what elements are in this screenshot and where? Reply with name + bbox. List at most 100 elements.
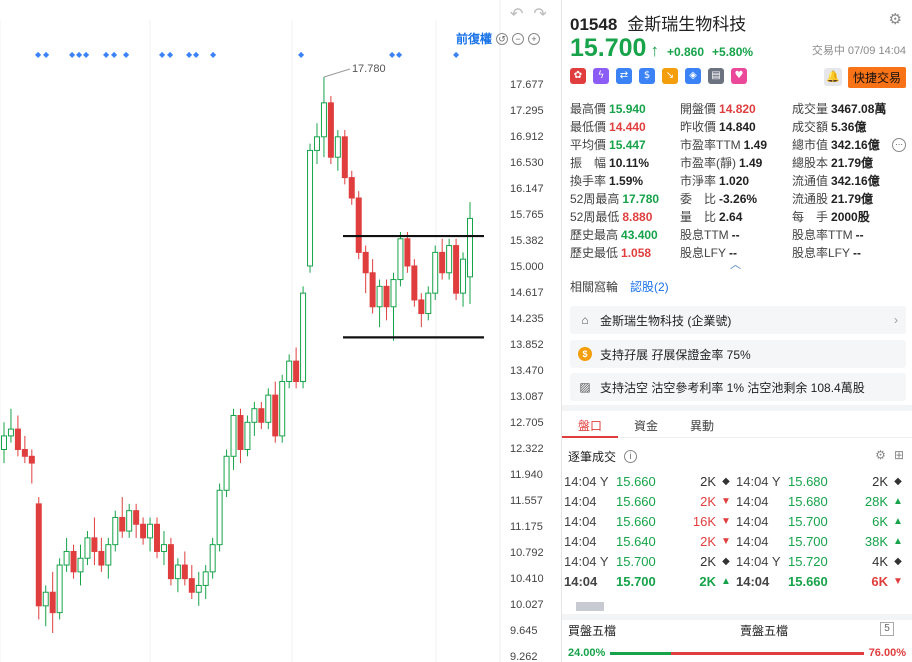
stat-value: -- — [853, 246, 862, 260]
candle-body — [119, 516, 126, 532]
more-icon[interactable]: ⋯ — [892, 138, 906, 152]
dollar-icon[interactable]: $ — [639, 68, 655, 84]
stat-cell: 總股本 21.79億 — [792, 154, 910, 172]
event-marker-icon: ◆ — [43, 50, 50, 59]
stat-cell: 開盤價 14.820 — [680, 100, 792, 118]
chevron-up-icon[interactable]: ︿ — [730, 259, 741, 271]
stat-cell: 成交量 3467.08萬 — [792, 100, 910, 118]
candle-body — [188, 578, 195, 593]
stats-row: 52周最低 8.880 量 比 2.64 每 手 2000股 — [570, 208, 910, 226]
candle-body — [140, 523, 147, 539]
buy-levels-label: 買盤五檔 — [568, 624, 617, 638]
reset-icon[interactable]: ↺ — [496, 32, 509, 45]
y-tick-label: 17.677 — [510, 79, 544, 91]
info-icon[interactable]: i — [624, 450, 638, 463]
y-tick-label: 17.295 — [510, 105, 544, 117]
scrollbar[interactable] — [576, 602, 604, 611]
y-tick-label: 13.470 — [510, 365, 544, 377]
tick-time: 14:04 Y — [736, 554, 781, 569]
tick-time: 14:04 Y — [564, 474, 609, 489]
arrow-up-icon: ↑ — [650, 41, 659, 60]
warrants-link[interactable]: 認股(2) — [630, 280, 669, 294]
tick-price: 15.640 — [616, 534, 656, 549]
gear-icon[interactable]: ⚙ — [888, 11, 902, 28]
stock-code: 01548 — [570, 15, 618, 34]
stat-label: 52周最低 — [570, 210, 620, 224]
tag-icon[interactable]: ◈ — [685, 68, 701, 84]
tick-direction-icon: ▼ — [893, 576, 903, 587]
tab-order-book[interactable]: 盤口 — [562, 416, 618, 438]
hk-flag-icon[interactable]: ✿ — [570, 68, 586, 84]
candle-body — [28, 455, 35, 464]
tick-time: 14:04 Y — [564, 554, 609, 569]
y-tick-label: 15.000 — [510, 261, 544, 273]
y-tick-label: 14.617 — [510, 287, 544, 299]
annotation-leader — [323, 68, 351, 78]
kline-chart[interactable]: 17.677 17.295 16.912 16.530 16.147 15.765 15.3… — [0, 0, 560, 662]
stats-row: 歷史最高 43.400 股息TTM -- 股息率TTM -- — [570, 226, 910, 244]
document-icon[interactable]: ▤ — [708, 68, 724, 84]
candle-body — [411, 265, 418, 301]
candle-body — [98, 550, 105, 566]
stat-value: 1.49 — [743, 138, 768, 152]
y-tick-label: 9.645 — [510, 625, 538, 637]
shuffle-icon[interactable]: ⇄ — [616, 68, 632, 84]
stat-value: -- — [731, 228, 740, 242]
tick-direction-icon: ▲ — [893, 496, 903, 507]
candle-body — [307, 149, 314, 267]
company-card[interactable]: ⌂ 金斯瑞生物科技 (企業號) › — [570, 306, 906, 334]
candle-body — [404, 238, 411, 267]
forward-icon[interactable]: ↷ — [533, 6, 547, 23]
levels-count[interactable]: 5 — [880, 622, 894, 636]
candle-body — [49, 591, 56, 614]
zoom-out-icon[interactable]: − — [512, 32, 525, 45]
heart-icon[interactable]: ♥ — [731, 68, 747, 84]
stat-value: 14.820 — [719, 102, 756, 116]
stat-cell: 平均價 15.447 — [570, 136, 680, 154]
stat-cell: 52周最高 17.780 — [570, 190, 680, 208]
candle-body — [195, 584, 202, 593]
candle-body — [174, 564, 181, 580]
tick-price: 15.660 — [788, 574, 828, 589]
candle-body — [341, 136, 348, 179]
trend-icon[interactable]: ↘ — [662, 68, 678, 84]
trade-timestamp: 交易中 07/09 14:04 — [811, 45, 906, 57]
tick-volume: 28K — [864, 494, 888, 509]
candle-body — [293, 360, 300, 383]
tick-direction-icon: ▲ — [893, 536, 903, 547]
event-marker-icon: ◆ — [111, 50, 118, 59]
quick-trade-button[interactable]: 快捷交易 — [847, 67, 906, 88]
candle-body — [230, 415, 237, 457]
candle-body — [362, 251, 369, 274]
zoom-in-icon[interactable]: + — [528, 32, 541, 45]
y-tick-label: 9.262 — [510, 651, 538, 662]
candle-body — [279, 381, 286, 437]
stat-cell: 量 比 2.64 — [680, 208, 792, 226]
stat-label: 歷史最低 — [570, 246, 619, 260]
y-tick-label: 12.322 — [510, 443, 544, 455]
event-marker-icon: ◆ — [186, 50, 193, 59]
tab-movement[interactable]: 異動 — [689, 419, 714, 433]
candle-body — [272, 394, 279, 437]
tick-volume: 6K — [872, 514, 888, 529]
price-change: +0.860 — [666, 45, 705, 59]
stat-label: 量 比 — [680, 210, 717, 224]
settings-icon[interactable]: ⚙ — [875, 448, 886, 462]
stat-cell: 市淨率 1.020 — [680, 172, 792, 190]
stat-label: 平均價 — [570, 138, 607, 152]
chart-toolbar: 前復權 ↺ − + — [456, 30, 541, 47]
lightning-icon[interactable]: ϟ — [593, 68, 609, 84]
grid-icon[interactable]: ⊞ — [893, 448, 904, 462]
stat-value: 21.79億 — [831, 156, 874, 170]
bell-icon[interactable]: 🔔 — [824, 68, 842, 86]
sell-levels-label: 賣盤五檔 — [740, 624, 789, 638]
back-icon[interactable]: ↶ — [510, 6, 524, 23]
stat-label: 最高價 — [570, 102, 607, 116]
tab-capital[interactable]: 資金 — [633, 419, 658, 433]
candle-body — [425, 292, 432, 315]
stat-label: 股息TTM — [680, 228, 729, 242]
stats-grid: 最高價 15.940 開盤價 14.820 成交量 3467.08萬 最低價 14.440 昨收… — [570, 100, 910, 262]
tick-row: 14:04 Y 15.700 2K ◆ 14:04 Y 15.720 4K ◆ — [564, 552, 908, 572]
candle-body — [418, 299, 425, 315]
adjust-mode-button[interactable]: 前復權 — [456, 32, 493, 46]
